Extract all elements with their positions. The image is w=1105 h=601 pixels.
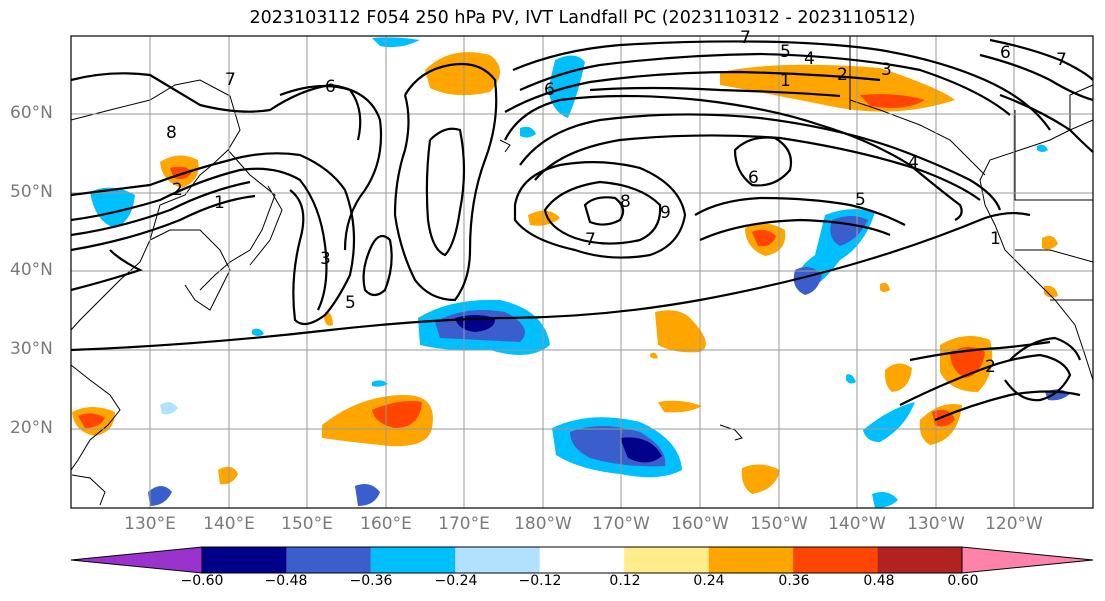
lat-label: 50°N bbox=[10, 182, 53, 202]
colorbar-segment bbox=[286, 547, 371, 573]
contour-label: 4 bbox=[804, 49, 815, 69]
lon-label: 170°W bbox=[592, 514, 650, 534]
colorbar-tick-label: 0.36 bbox=[778, 573, 810, 589]
contour-label: 7 bbox=[225, 70, 236, 90]
contour-label: 1 bbox=[780, 71, 791, 91]
lon-label: 160°E bbox=[360, 514, 412, 534]
lon-label: 120°W bbox=[985, 514, 1043, 534]
colorbar-tick-label: −0.60 bbox=[180, 573, 224, 589]
lon-label: 170°E bbox=[438, 514, 490, 534]
colorbar-tick-label: −0.12 bbox=[518, 573, 562, 589]
colorbar-extension-low bbox=[70, 546, 203, 574]
lon-label: 130°E bbox=[124, 514, 176, 534]
colorbar-segment bbox=[539, 547, 625, 573]
colorbar-tick-label: 0.12 bbox=[609, 573, 641, 589]
contour-label: 3 bbox=[320, 249, 331, 269]
lat-label: 30°N bbox=[10, 339, 53, 359]
colorbar-segment bbox=[202, 547, 287, 573]
contour-label: 1 bbox=[214, 193, 225, 213]
colorbar-segment bbox=[370, 547, 456, 573]
contour-label: 5 bbox=[780, 42, 791, 62]
colorbar-tick-label: −0.24 bbox=[434, 573, 478, 589]
lon-label: 160°W bbox=[671, 514, 729, 534]
contour-label: 7 bbox=[1056, 50, 1067, 70]
colorbar-segment bbox=[708, 547, 794, 573]
contour-label: 6 bbox=[1000, 43, 1011, 63]
contour-label: 2 bbox=[985, 357, 996, 377]
lon-label: 140°W bbox=[828, 514, 886, 534]
contour-label: 2 bbox=[172, 180, 183, 200]
map-plot-area: 7 8 6 7 5 4 1 2 3 6 7 1 4 6 6 8 9 7 5 1 … bbox=[70, 28, 1094, 509]
contour-label: 5 bbox=[855, 190, 866, 210]
contour-label: 7 bbox=[585, 230, 596, 250]
graticule bbox=[71, 36, 1093, 508]
contour-label: 7 bbox=[740, 28, 751, 48]
colorbar-tick-label: −0.48 bbox=[264, 573, 308, 589]
colorbar-segment bbox=[877, 547, 962, 573]
colorbar-tick-label: −0.36 bbox=[349, 573, 393, 589]
lon-label: 150°E bbox=[281, 514, 333, 534]
contour-label: 9 bbox=[660, 203, 671, 223]
lat-label: 40°N bbox=[10, 260, 53, 280]
colorbar-frame bbox=[201, 546, 963, 574]
contour-label: 2 bbox=[837, 65, 848, 85]
contour-label: 6 bbox=[544, 80, 555, 100]
lon-label: 150°W bbox=[750, 514, 808, 534]
contour-label: 1 bbox=[990, 229, 1001, 249]
colorbar bbox=[70, 546, 1094, 574]
contour-label: 8 bbox=[166, 123, 177, 143]
lon-label: 130°W bbox=[907, 514, 965, 534]
colorbar-tick-label: 0.48 bbox=[863, 573, 895, 589]
contour-label: 8 bbox=[620, 192, 631, 212]
colorbar-segment bbox=[624, 547, 709, 573]
colorbar-segment bbox=[793, 547, 878, 573]
lat-label: 20°N bbox=[10, 418, 53, 438]
contour-label: 6 bbox=[325, 77, 336, 97]
lat-label: 60°N bbox=[10, 103, 53, 123]
colorbar-tick-label: 0.24 bbox=[693, 573, 725, 589]
pv-contours bbox=[70, 38, 1094, 422]
contour-label: 6 bbox=[748, 168, 759, 188]
colorbar-segment bbox=[455, 547, 540, 573]
contour-label: 5 bbox=[345, 293, 356, 313]
map-title: 2023103112 F054 250 hPa PV, IVT Landfall… bbox=[249, 8, 916, 28]
contour-label: 3 bbox=[881, 60, 892, 80]
colorbar-extension-high bbox=[961, 546, 1094, 574]
colorbar-tick-label: 0.60 bbox=[947, 573, 979, 589]
lon-label: 180°W bbox=[514, 514, 572, 534]
contour-labels: 7 8 6 7 5 4 1 2 3 6 7 1 4 6 6 8 9 7 5 1 … bbox=[166, 28, 1067, 377]
lon-label: 140°E bbox=[203, 514, 255, 534]
contour-label: 4 bbox=[908, 153, 919, 173]
